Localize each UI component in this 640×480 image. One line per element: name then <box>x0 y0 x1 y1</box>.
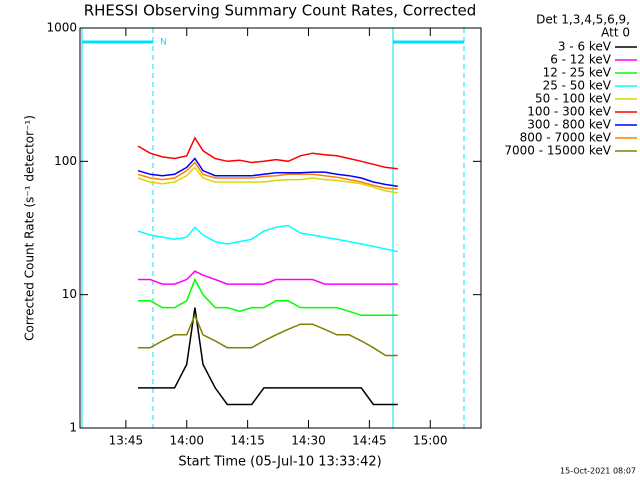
footer: 15-Oct-2021 08:07 <box>560 467 636 476</box>
legend-header: Det 1,3,4,5,6,9, <box>536 13 630 27</box>
legend-label: 7000 - 15000 keV <box>504 144 611 158</box>
chart-title: RHESSI Observing Summary Count Rates, Co… <box>84 2 477 20</box>
y-tick-label: 1000 <box>46 21 77 35</box>
attenuator-markers <box>81 28 465 428</box>
plot-frame <box>79 27 482 429</box>
legend-label: 12 - 25 keV <box>543 66 612 80</box>
legend-label: 100 - 300 keV <box>527 105 611 119</box>
x-axis-label: Start Time (05-Jul-10 13:33:42) <box>178 455 381 470</box>
legend-label: 6 - 12 keV <box>550 53 612 67</box>
y-tick-label: 100 <box>54 154 77 168</box>
x-tick-label: 14:15 <box>230 434 265 448</box>
x-tick-label: 13:45 <box>109 434 144 448</box>
x-tick-label: 14:00 <box>169 434 204 448</box>
series-line <box>138 277 398 317</box>
x-tick-label: 14:30 <box>291 434 326 448</box>
legend-label: 800 - 7000 keV <box>520 131 612 145</box>
legend-label: 50 - 100 keV <box>535 92 612 106</box>
series-line <box>138 313 398 357</box>
series-line <box>137 161 398 190</box>
series-line <box>137 166 398 194</box>
series-line <box>137 224 398 253</box>
x-tick-label: 14:45 <box>352 434 387 448</box>
y-tick-label: 10 <box>62 287 77 301</box>
y-tick-label: 1 <box>69 421 77 435</box>
series-line <box>137 136 398 170</box>
x-tick-label: 15:00 <box>413 434 448 448</box>
legend-header: Att 0 <box>601 26 630 40</box>
annotation: N <box>160 38 167 48</box>
y-axis-label: Corrected Count Rate (s⁻¹ detector⁻¹) <box>23 115 37 341</box>
series-line <box>137 157 398 188</box>
series-line <box>138 270 398 285</box>
legend-label: 300 - 800 keV <box>527 118 611 132</box>
legend-label: 25 - 50 keV <box>543 79 612 93</box>
legend-label: 3 - 6 keV <box>558 40 612 54</box>
series-line <box>138 307 398 406</box>
